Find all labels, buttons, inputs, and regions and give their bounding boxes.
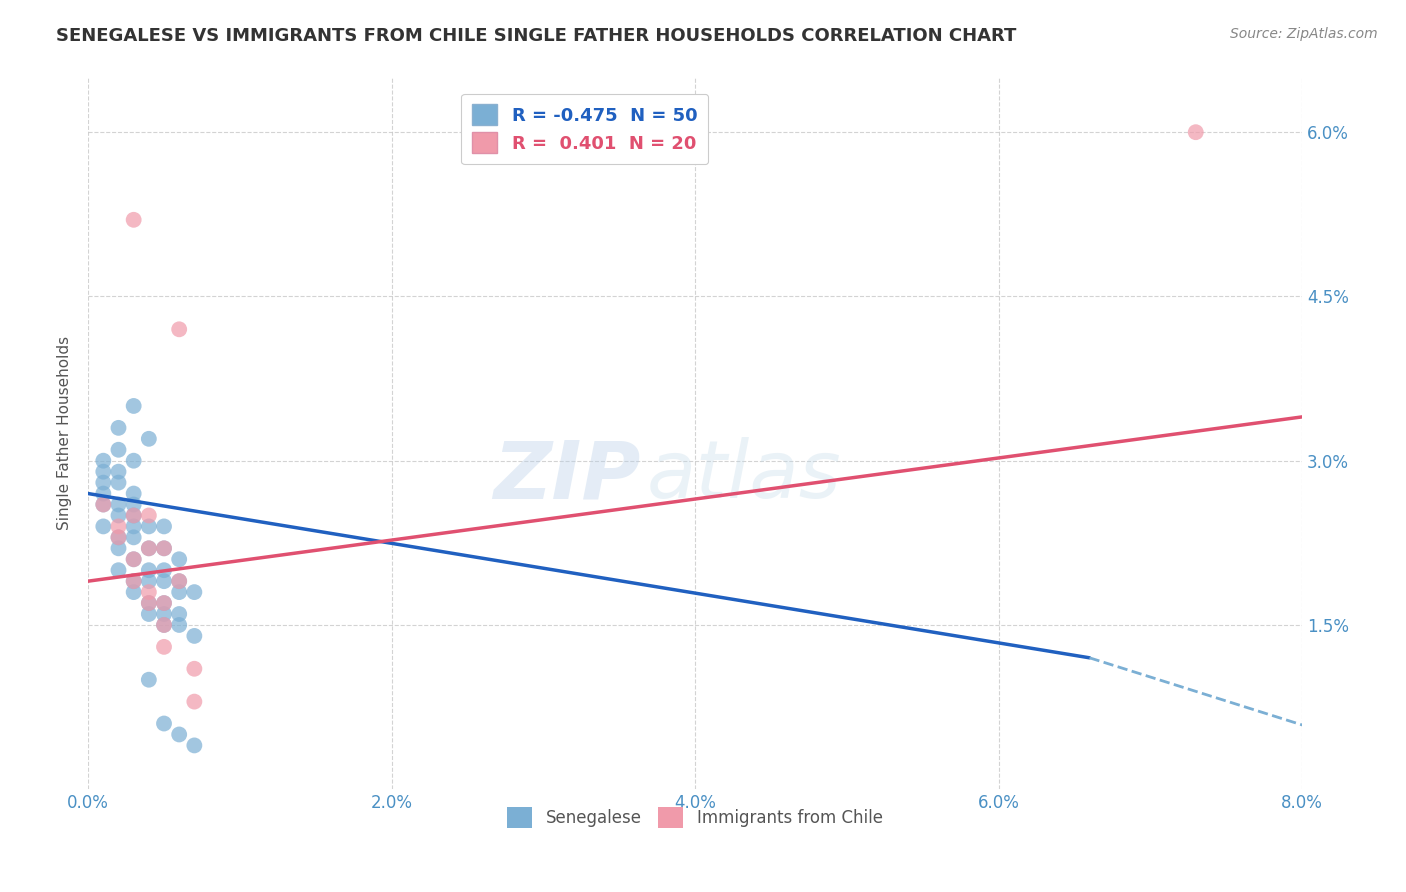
- Point: [122, 508, 145, 523]
- Point: [91, 498, 114, 512]
- Point: [122, 486, 145, 500]
- Point: [153, 541, 176, 556]
- Point: [138, 541, 160, 556]
- Point: [122, 574, 145, 589]
- Point: [1184, 125, 1206, 139]
- Point: [167, 574, 190, 589]
- Point: [122, 453, 145, 467]
- Y-axis label: Single Father Households: Single Father Households: [58, 336, 72, 531]
- Point: [107, 508, 129, 523]
- Point: [167, 727, 190, 741]
- Point: [153, 541, 176, 556]
- Point: [138, 596, 160, 610]
- Point: [107, 475, 129, 490]
- Point: [91, 519, 114, 533]
- Point: [122, 508, 145, 523]
- Point: [153, 519, 176, 533]
- Point: [138, 585, 160, 599]
- Point: [153, 596, 176, 610]
- Point: [91, 465, 114, 479]
- Point: [91, 486, 114, 500]
- Point: [138, 673, 160, 687]
- Point: [107, 541, 129, 556]
- Point: [107, 530, 129, 544]
- Point: [122, 399, 145, 413]
- Point: [91, 498, 114, 512]
- Point: [167, 552, 190, 566]
- Text: ZIP: ZIP: [494, 437, 641, 515]
- Point: [122, 498, 145, 512]
- Point: [153, 574, 176, 589]
- Point: [153, 716, 176, 731]
- Point: [107, 442, 129, 457]
- Point: [167, 607, 190, 621]
- Point: [183, 739, 205, 753]
- Point: [107, 498, 129, 512]
- Point: [122, 574, 145, 589]
- Point: [138, 541, 160, 556]
- Point: [183, 662, 205, 676]
- Point: [138, 519, 160, 533]
- Point: [153, 596, 176, 610]
- Point: [107, 530, 129, 544]
- Point: [122, 530, 145, 544]
- Text: Source: ZipAtlas.com: Source: ZipAtlas.com: [1230, 27, 1378, 41]
- Point: [122, 519, 145, 533]
- Point: [138, 607, 160, 621]
- Text: atlas: atlas: [647, 437, 841, 515]
- Point: [153, 563, 176, 577]
- Point: [153, 618, 176, 632]
- Legend: Senegalese, Immigrants from Chile: Senegalese, Immigrants from Chile: [501, 801, 890, 834]
- Point: [138, 432, 160, 446]
- Point: [153, 607, 176, 621]
- Point: [167, 574, 190, 589]
- Point: [107, 465, 129, 479]
- Point: [138, 563, 160, 577]
- Point: [153, 618, 176, 632]
- Point: [122, 212, 145, 227]
- Point: [138, 596, 160, 610]
- Point: [167, 585, 190, 599]
- Point: [138, 574, 160, 589]
- Point: [167, 618, 190, 632]
- Point: [153, 640, 176, 654]
- Point: [122, 585, 145, 599]
- Point: [107, 421, 129, 435]
- Point: [167, 322, 190, 336]
- Point: [183, 585, 205, 599]
- Point: [91, 475, 114, 490]
- Point: [107, 519, 129, 533]
- Point: [138, 508, 160, 523]
- Point: [183, 629, 205, 643]
- Point: [122, 552, 145, 566]
- Point: [122, 552, 145, 566]
- Point: [107, 563, 129, 577]
- Point: [183, 695, 205, 709]
- Point: [91, 453, 114, 467]
- Text: SENEGALESE VS IMMIGRANTS FROM CHILE SINGLE FATHER HOUSEHOLDS CORRELATION CHART: SENEGALESE VS IMMIGRANTS FROM CHILE SING…: [56, 27, 1017, 45]
